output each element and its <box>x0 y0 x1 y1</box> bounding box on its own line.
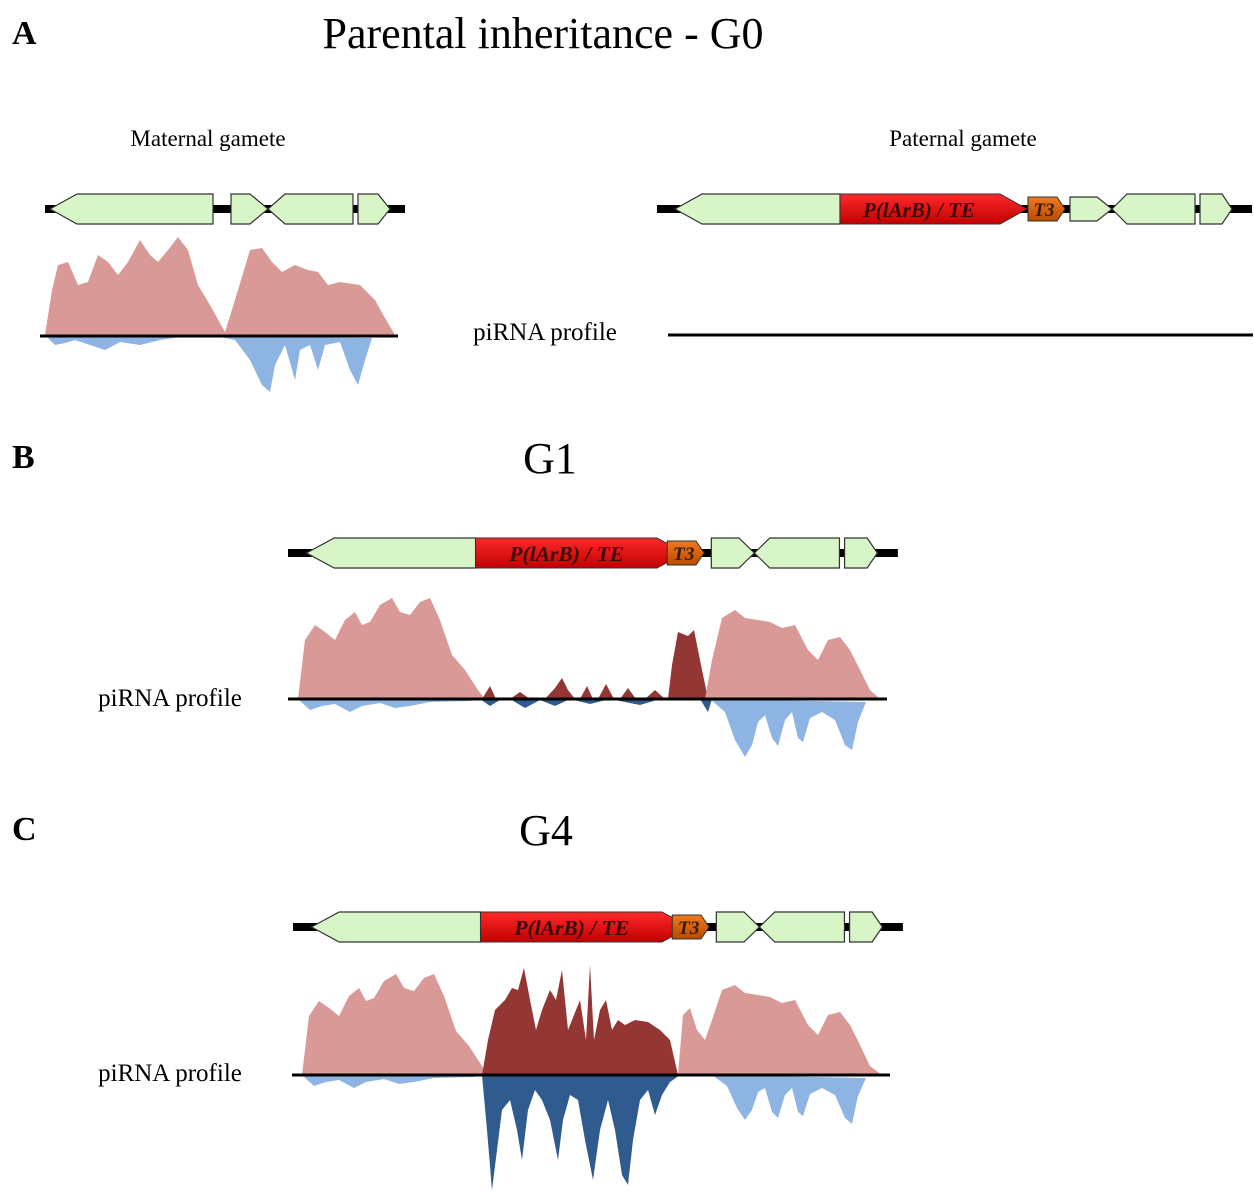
gene <box>48 193 214 225</box>
panel-title: Parental inheritance - G0 <box>322 9 763 58</box>
gene <box>1069 196 1113 222</box>
panel-label: C <box>12 811 37 848</box>
te-profile <box>482 965 678 1075</box>
te-insertion <box>839 193 1029 225</box>
gene <box>1199 193 1233 225</box>
te-label: P(lArB) / TE <box>508 542 624 566</box>
t3-element <box>671 914 710 940</box>
gene <box>357 193 391 225</box>
gene <box>267 193 354 225</box>
chromosome <box>45 205 405 213</box>
profile-label: piRNA profile <box>98 1060 242 1087</box>
te-label: P(lArB) / TE <box>513 916 629 940</box>
paternal-construct: P(lArB) / TE T3 <box>657 193 1252 225</box>
panel-label: A <box>12 15 37 52</box>
maternal-construct <box>45 193 405 225</box>
panel-title: G1 <box>523 434 577 483</box>
antisense-profile <box>298 699 866 757</box>
te-profile <box>482 630 708 699</box>
t3-label: T3 <box>673 544 695 565</box>
sense-profile <box>45 237 395 335</box>
sense-profile <box>678 985 882 1075</box>
sense-profile <box>298 598 485 699</box>
g4-construct: P(lArB) / TE T3 <box>293 911 903 943</box>
gene <box>673 193 841 225</box>
gene <box>305 537 477 569</box>
sense-profile <box>302 974 489 1075</box>
g1-construct: P(lArB) / TE T3 <box>288 537 898 569</box>
gene <box>1111 193 1196 225</box>
gene <box>310 911 482 943</box>
panel-label: B <box>12 439 35 476</box>
gene <box>758 911 846 943</box>
panel-title: G4 <box>519 806 573 855</box>
t3-label: T3 <box>678 918 700 939</box>
maternal-label: Maternal gamete <box>130 126 285 151</box>
te-antisense-profile <box>482 1075 680 1190</box>
gene <box>230 193 269 225</box>
te-antisense-profile <box>480 699 712 712</box>
t3-element <box>1027 196 1066 222</box>
te-label: P(lArB) / TE <box>862 198 975 222</box>
gene <box>843 537 879 569</box>
paternal-label: Paternal gamete <box>889 126 1037 151</box>
antisense-profile <box>302 1075 866 1124</box>
gene <box>753 537 841 569</box>
gene <box>710 537 756 569</box>
gene <box>848 911 884 943</box>
sense-profile <box>705 610 880 699</box>
profile-label: piRNA profile <box>473 319 617 346</box>
gene <box>715 911 761 943</box>
antisense-profile <box>45 335 372 392</box>
profile-label: piRNA profile <box>98 685 242 712</box>
t3-label: T3 <box>1033 200 1054 221</box>
t3-element <box>666 540 705 566</box>
